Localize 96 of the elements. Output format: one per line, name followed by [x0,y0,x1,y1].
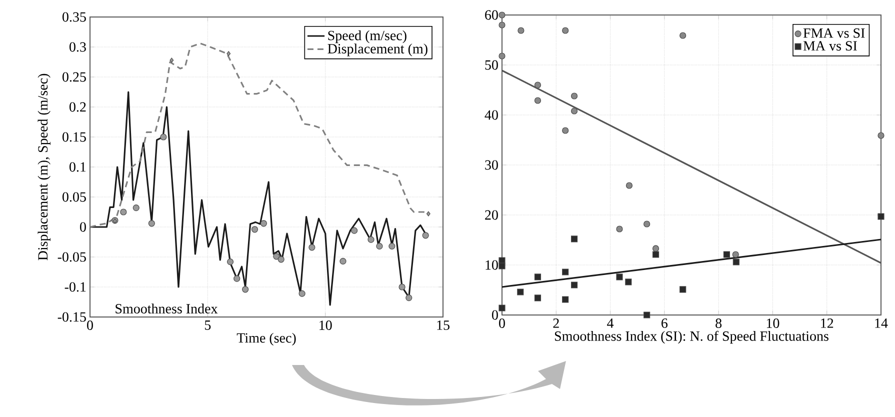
point [534,97,542,104]
x-tick-label: 6 [662,318,668,328]
point [534,294,542,302]
point [680,32,686,39]
point [251,226,258,233]
x-tick-label: 8 [716,318,722,328]
y-tick-label: -0.15 [58,312,86,322]
y-tick-label: 0 [80,222,86,232]
x-tick-label: 15 [437,320,450,330]
point [160,134,167,140]
point [680,286,686,293]
point [644,220,650,228]
point [626,182,633,189]
y-axis-title: Displacement (m), Speed (m/sec) [38,74,50,260]
point [388,242,396,250]
point [426,211,430,216]
y-tick-label: -0.1 [64,282,86,292]
point [625,278,632,286]
point [570,92,578,100]
x-tick-label: 12 [821,318,834,328]
point [570,108,578,114]
x-tick-label: 10 [320,320,332,330]
y-tick-label: 30 [485,160,498,170]
x-tick-label: 5 [204,320,211,330]
point [534,274,542,280]
point [644,312,650,318]
point [732,251,739,258]
y-tick-label: 50 [485,60,498,70]
point [498,52,506,60]
point [260,220,267,227]
point [732,258,740,266]
point [498,304,506,312]
point [518,27,524,34]
x-tick-label: 14 [875,318,888,328]
point [570,282,578,288]
point [562,268,569,276]
legend-label: Displacement (m) [328,44,428,56]
x-tick-label: 0 [499,318,505,328]
point [562,27,569,34]
point [570,236,578,242]
point [498,12,506,18]
x-axis-title: Smoothness Index (SI): N. of Speed Fluctuations [554,330,828,344]
point [652,251,660,258]
y-tick-label: -0.05 [58,252,86,262]
point [170,58,174,63]
point [534,82,542,88]
point [878,213,884,220]
point [406,294,412,302]
y-tick-label: 40 [484,110,498,120]
y-tick-label: 60 [485,10,498,20]
point [234,275,240,282]
point [878,132,884,139]
point [498,22,506,28]
point [368,236,374,243]
point [242,286,249,293]
point [498,262,506,270]
x-tick-label: 2 [553,318,559,328]
y-tick-label: 0.3 [70,42,86,52]
legend-label: MA vs SI [803,41,857,51]
point [226,258,234,266]
point [148,220,155,227]
point [562,296,569,303]
y-tick-label: 0 [492,310,498,320]
x-tick-label: 10 [766,318,780,328]
point [340,258,346,264]
point [723,251,730,258]
point [298,290,306,297]
point [273,253,280,260]
point [132,204,140,212]
point [226,51,231,56]
point [517,288,524,296]
x-tick-label: 0 [87,320,93,330]
point [398,284,406,290]
point [616,226,623,232]
point [350,227,358,234]
legend-label: FMA vs SI [803,28,865,38]
point [562,127,569,134]
point [376,242,383,250]
y-tick-label: 0.05 [62,192,86,202]
y-tick-label: 0.35 [62,12,86,22]
point [278,256,284,263]
y-tick-label: 20 [485,210,498,220]
x-tick-label: 4 [607,318,614,328]
x-axis-title: Time (sec) [236,332,296,346]
y-tick-label: 10 [486,260,498,270]
annotation: Smoothness Index [116,304,218,314]
y-tick-label: 0.25 [62,72,86,82]
point [120,208,127,216]
legend-label: Speed (m/sec) [328,30,406,44]
point [308,244,316,251]
point [616,274,623,280]
point [422,232,429,239]
point [652,245,660,252]
y-tick-label: 0.1 [70,162,86,172]
y-tick-label: 0.2 [70,102,86,112]
y-tick-label: 0.15 [62,132,86,142]
